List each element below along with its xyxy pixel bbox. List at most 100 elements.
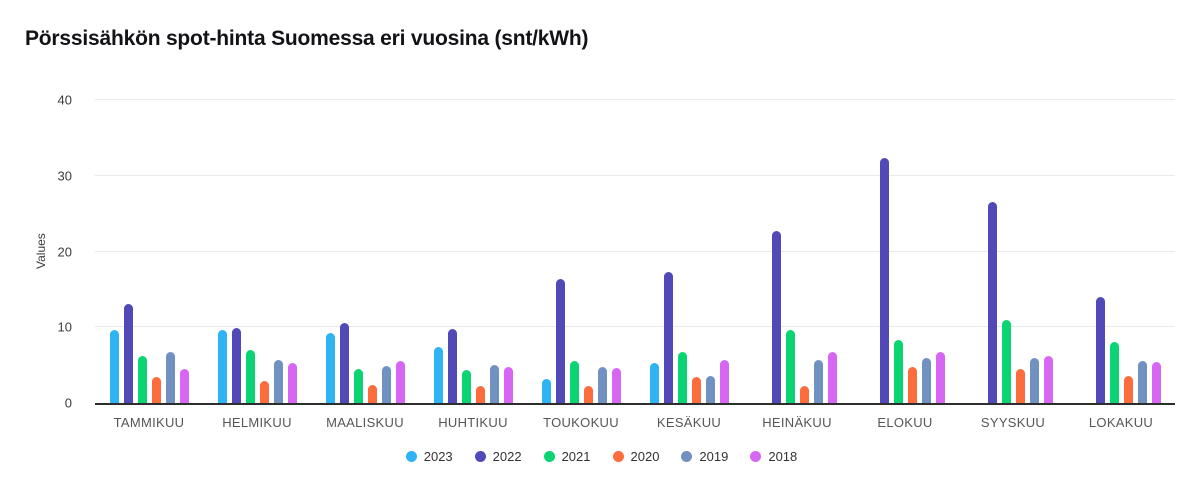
legend-label-2022: 2022 <box>492 449 522 464</box>
bar-2019-lokakuu[interactable] <box>1137 361 1147 403</box>
bars <box>758 100 837 403</box>
legend-item-2020[interactable]: 2020 <box>612 449 660 464</box>
bar-2022-elokuu[interactable] <box>879 157 889 403</box>
legend-label-2021: 2021 <box>561 449 591 464</box>
bar-group-huhtikuu: HUHTIKUU <box>419 100 527 430</box>
bar-2019-helmikuu[interactable] <box>273 359 283 403</box>
bar-2023-toukokuu[interactable] <box>541 378 551 403</box>
x-axis-label-kesäkuu: KESÄKUU <box>656 415 722 430</box>
bar-2020-heinäkuu[interactable] <box>799 385 809 403</box>
bar-group-helmikuu: HELMIKUU <box>203 100 311 430</box>
bar-2023-helmikuu[interactable] <box>217 329 227 403</box>
bar-2022-kesäkuu[interactable] <box>663 271 673 403</box>
gridline-20 <box>95 250 1175 252</box>
legend: 2023 2022 2021 2020 2019 2018 <box>0 449 1203 464</box>
x-axis-label-maaliskuu: MAALISKUU <box>326 415 404 430</box>
y-tick-label-30: 30 <box>57 168 72 184</box>
y-tick-label-40: 40 <box>57 92 72 108</box>
bar-2019-kesäkuu[interactable] <box>705 375 715 403</box>
legend-label-2023: 2023 <box>423 449 453 464</box>
bar-2019-heinäkuu[interactable] <box>813 359 823 403</box>
bar-2018-syyskuu[interactable] <box>1043 356 1053 403</box>
legend-item-2023[interactable]: 2023 <box>405 449 453 464</box>
bar-2020-tammikuu[interactable] <box>151 377 161 403</box>
bar-2018-helmikuu[interactable] <box>287 362 297 403</box>
bar-2020-huhtikuu[interactable] <box>475 385 485 403</box>
legend-item-2019[interactable]: 2019 <box>681 449 728 464</box>
bar-group-toukokuu: TOUKOKUU <box>527 100 635 430</box>
legend-label-2020: 2020 <box>630 449 660 464</box>
bar-2018-lokakuu[interactable] <box>1151 362 1161 403</box>
legend-marker-2022 <box>474 451 486 462</box>
bar-2023-huhtikuu[interactable] <box>433 346 443 403</box>
bar-2022-toukokuu[interactable] <box>555 278 565 403</box>
bar-2023-tammikuu[interactable] <box>109 330 119 403</box>
bar-2019-maaliskuu[interactable] <box>381 365 391 403</box>
bar-2022-huhtikuu[interactable] <box>447 328 457 403</box>
bar-2023-maaliskuu[interactable] <box>325 333 335 403</box>
bars <box>433 100 513 403</box>
bars <box>1082 100 1161 403</box>
bar-2020-lokakuu[interactable] <box>1123 375 1133 403</box>
bar-2018-huhtikuu[interactable] <box>503 366 513 403</box>
gridline-40 <box>95 99 1175 100</box>
bar-2019-huhtikuu[interactable] <box>489 365 499 403</box>
bar-2022-syyskuu[interactable] <box>987 202 997 403</box>
bar-group-syyskuu: SYYSKUU <box>959 100 1067 430</box>
bar-2020-elokuu[interactable] <box>907 366 917 403</box>
bar-group-kesäkuu: KESÄKUU <box>635 100 743 430</box>
bar-2020-kesäkuu[interactable] <box>691 377 701 403</box>
bar-2020-helmikuu[interactable] <box>259 381 269 403</box>
bar-2019-tammikuu[interactable] <box>165 352 175 403</box>
bar-2018-maaliskuu[interactable] <box>395 361 405 403</box>
bars <box>866 100 945 403</box>
bar-2020-maaliskuu[interactable] <box>367 384 377 403</box>
bar-group-lokakuu: LOKAKUU <box>1067 100 1175 430</box>
bar-2018-heinäkuu[interactable] <box>827 352 837 403</box>
legend-marker-2021 <box>543 451 555 462</box>
bar-2021-maaliskuu[interactable] <box>353 368 363 403</box>
legend-marker-2023 <box>405 451 417 462</box>
legend-label-2018: 2018 <box>768 449 798 464</box>
chart-title: Pörssisähkön spot-hinta Suomessa eri vuo… <box>25 27 589 50</box>
legend-item-2021[interactable]: 2021 <box>543 449 591 464</box>
legend-item-2018[interactable]: 2018 <box>750 449 797 464</box>
bar-2019-elokuu[interactable] <box>921 358 931 403</box>
bar-group-heinäkuu: HEINÄKUU <box>743 100 851 430</box>
bars <box>649 100 729 403</box>
bar-2019-toukokuu[interactable] <box>597 367 607 403</box>
y-tick-label-10: 10 <box>57 319 72 335</box>
bar-2021-toukokuu[interactable] <box>569 361 579 403</box>
bar-2021-syyskuu[interactable] <box>1001 320 1011 403</box>
bar-2018-kesäkuu[interactable] <box>719 359 729 403</box>
x-axis-label-tammikuu: TAMMIKUU <box>113 415 185 430</box>
bar-2021-helmikuu[interactable] <box>245 349 255 403</box>
x-axis-label-heinäkuu: HEINÄKUU <box>762 415 832 430</box>
bar-2019-syyskuu[interactable] <box>1029 358 1039 403</box>
bar-2021-huhtikuu[interactable] <box>461 369 471 403</box>
legend-marker-2018 <box>750 451 762 462</box>
bars <box>325 100 405 403</box>
bar-2023-kesäkuu[interactable] <box>649 362 659 403</box>
bar-2022-helmikuu[interactable] <box>231 328 241 403</box>
bar-2021-kesäkuu[interactable] <box>677 351 687 403</box>
bar-2022-maaliskuu[interactable] <box>339 322 349 403</box>
bar-2021-tammikuu[interactable] <box>137 356 147 403</box>
bar-2021-lokakuu[interactable] <box>1109 342 1119 403</box>
bar-2021-elokuu[interactable] <box>893 340 903 403</box>
x-axis-label-syyskuu: SYYSKUU <box>980 415 1046 430</box>
bar-2022-tammikuu[interactable] <box>123 303 133 403</box>
x-axis-label-elokuu: ELOKUU <box>877 415 933 430</box>
bar-2021-heinäkuu[interactable] <box>785 330 795 403</box>
gridline-10 <box>95 326 1175 328</box>
bar-2018-toukokuu[interactable] <box>611 368 621 403</box>
legend-item-2022[interactable]: 2022 <box>474 449 522 464</box>
legend-marker-2020 <box>612 451 624 462</box>
bar-2020-toukokuu[interactable] <box>583 386 593 403</box>
bar-2022-heinäkuu[interactable] <box>771 231 781 403</box>
bar-2018-tammikuu[interactable] <box>179 368 189 403</box>
bar-2022-lokakuu[interactable] <box>1095 296 1105 403</box>
bar-2018-elokuu[interactable] <box>935 351 945 403</box>
bar-2020-syyskuu[interactable] <box>1015 368 1025 403</box>
